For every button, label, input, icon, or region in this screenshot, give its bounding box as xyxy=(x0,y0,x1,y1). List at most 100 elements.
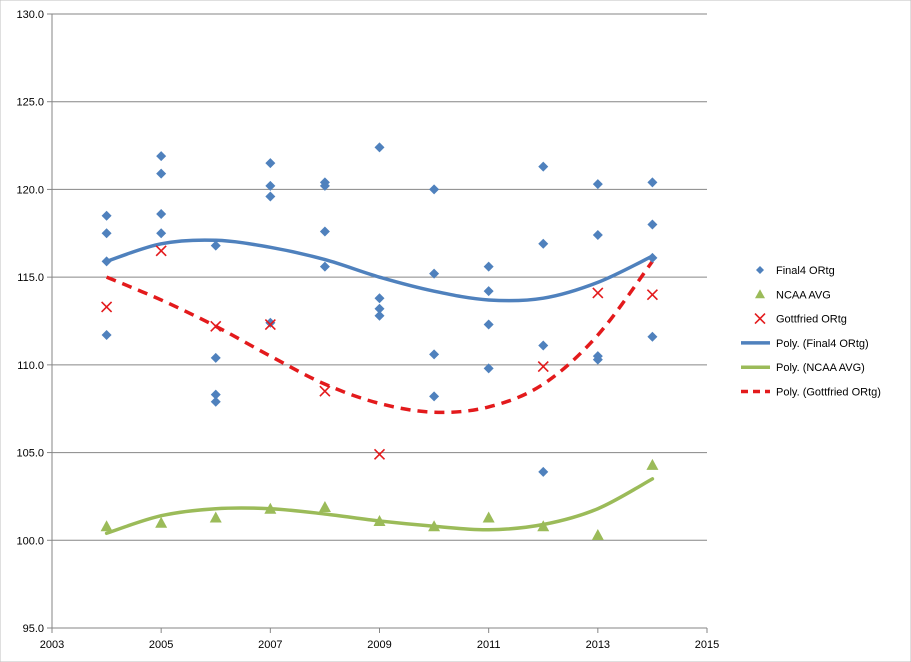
point-diamond-series-0 xyxy=(101,210,112,221)
point-diamond-series-0 xyxy=(101,228,112,239)
point-diamond-series-0 xyxy=(647,219,658,230)
point-diamond-series-0 xyxy=(538,466,549,477)
point-diamond-series-0 xyxy=(156,228,167,239)
y-tick-label: 105.0 xyxy=(16,448,44,460)
point-triangle-series-1 xyxy=(100,520,113,532)
point-diamond-series-0 xyxy=(538,161,549,172)
point-x-series-2 xyxy=(537,361,549,373)
y-tick-label: 120.0 xyxy=(16,184,44,196)
x-tick-label: 2011 xyxy=(477,639,501,651)
point-triangle-series-1 xyxy=(482,511,495,523)
point-x-series-2 xyxy=(592,287,604,299)
point-diamond-series-0 xyxy=(374,310,385,321)
x-tick-label: 2009 xyxy=(367,639,391,651)
point-x-series-2 xyxy=(373,448,386,460)
trendline-0 xyxy=(104,238,655,303)
point-diamond-series-0 xyxy=(374,293,385,304)
point-diamond-series-0 xyxy=(265,180,276,191)
x-tick-label: 2005 xyxy=(149,639,173,651)
point-diamond-series-0 xyxy=(647,331,658,342)
legend-label-trendline-1: Poly. (NCAA AVG) xyxy=(776,362,865,374)
point-diamond-series-0 xyxy=(101,330,112,341)
point-diamond-series-0 xyxy=(483,261,494,272)
point-triangle-series-1 xyxy=(537,520,550,532)
legend-label-trendline-0: Poly. (Final4 ORtg) xyxy=(776,338,869,350)
legend-marker-series-2-stroke xyxy=(754,313,766,325)
gridlines xyxy=(52,13,707,541)
point-triangle-series-1 xyxy=(155,516,168,528)
legend-label-trendline-2: Poly. (Gottfried ORtg) xyxy=(776,387,881,399)
point-diamond-series-0 xyxy=(101,256,112,267)
data-points xyxy=(100,142,659,541)
point-diamond-series-0 xyxy=(483,319,494,330)
point-diamond-series-0 xyxy=(429,268,440,279)
point-x-series-2-stroke xyxy=(264,318,276,331)
point-diamond-series-0 xyxy=(319,180,330,191)
legend: Final4 ORtg NCAA AVG Gottfried ORtg Poly. (… xyxy=(741,265,881,399)
y-tick-label: 115.0 xyxy=(17,272,44,284)
point-x-series-2-stroke xyxy=(319,385,331,397)
legend-label-series-2: Gottfried ORtg xyxy=(776,314,847,326)
point-triangle-series-1 xyxy=(318,500,331,512)
y-tick-label: 125.0 xyxy=(16,97,44,109)
legend-label-series-0: Final4 ORtg xyxy=(776,265,835,277)
point-diamond-series-0 xyxy=(647,252,658,263)
point-diamond-series-0 xyxy=(156,208,167,219)
point-triangle-series-1 xyxy=(264,502,277,514)
point-triangle-series-1 xyxy=(646,458,659,470)
point-triangle-series-1 xyxy=(373,514,386,526)
point-diamond-series-0 xyxy=(265,158,276,169)
point-x-series-2-stroke xyxy=(373,448,386,460)
point-diamond-series-0 xyxy=(210,240,221,251)
point-diamond-series-0 xyxy=(592,354,603,365)
trendline-2 xyxy=(105,260,654,415)
point-diamond-series-0 xyxy=(374,142,385,153)
point-x-series-2-stroke xyxy=(646,289,658,301)
axes xyxy=(47,13,708,633)
legend-marker-series-2 xyxy=(754,313,766,325)
point-x-series-2 xyxy=(264,318,276,331)
point-x-series-2 xyxy=(646,289,658,301)
y-tick-label: 130.0 xyxy=(16,9,44,21)
point-diamond-series-0 xyxy=(374,303,385,314)
point-diamond-series-0 xyxy=(647,177,658,188)
point-diamond-series-0 xyxy=(538,238,549,249)
y-tick-label: 95.0 xyxy=(23,623,44,635)
y-tick-label: 110.0 xyxy=(17,360,44,372)
x-tick-label: 2013 xyxy=(586,639,610,651)
point-diamond-series-0 xyxy=(265,191,276,202)
point-diamond-series-0 xyxy=(210,396,221,407)
point-diamond-series-0 xyxy=(319,261,330,272)
legend-marker-series-0 xyxy=(756,266,764,274)
point-diamond-series-0 xyxy=(429,349,440,360)
point-diamond-series-0 xyxy=(483,363,494,374)
point-diamond-series-0 xyxy=(592,179,603,190)
point-diamond-series-0 xyxy=(156,151,167,162)
point-diamond-series-0 xyxy=(429,184,440,195)
point-triangle-series-1 xyxy=(591,529,604,541)
point-diamond-series-0 xyxy=(483,286,494,297)
point-diamond-series-0 xyxy=(265,317,276,328)
x-axis-tick-labels: 2003 2005 2007 2009 2011 2013 2015 xyxy=(40,639,719,651)
legend-marker-series-1 xyxy=(755,289,765,299)
x-tick-label: 2015 xyxy=(695,639,719,651)
point-x-series-2-stroke xyxy=(592,287,604,299)
point-x-series-2-stroke xyxy=(537,361,549,373)
point-diamond-series-0 xyxy=(156,168,167,179)
point-diamond-series-0 xyxy=(210,389,221,400)
point-diamond-series-0 xyxy=(538,340,549,351)
point-diamond-series-0 xyxy=(210,352,221,363)
point-triangle-series-1 xyxy=(428,520,441,532)
point-x-series-2-stroke xyxy=(101,301,113,313)
legend-label-series-1: NCAA AVG xyxy=(776,289,831,301)
point-diamond-series-0 xyxy=(319,226,330,237)
point-x-series-2 xyxy=(101,301,113,313)
x-tick-label: 2007 xyxy=(258,639,282,651)
point-diamond-series-0 xyxy=(429,391,440,402)
y-axis-tick-labels: 95.0 100.0 105.0 110.0 115.0 120.0 125.0 130.0 xyxy=(16,9,44,635)
y-tick-label: 100.0 xyxy=(16,535,44,547)
point-x-series-2-stroke xyxy=(155,245,167,257)
point-x-series-2 xyxy=(210,320,222,332)
x-tick-label: 2003 xyxy=(40,639,64,651)
